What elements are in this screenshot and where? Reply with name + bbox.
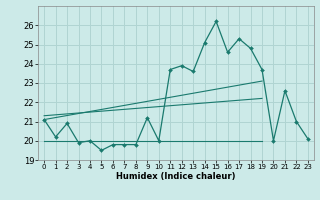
X-axis label: Humidex (Indice chaleur): Humidex (Indice chaleur) (116, 172, 236, 181)
